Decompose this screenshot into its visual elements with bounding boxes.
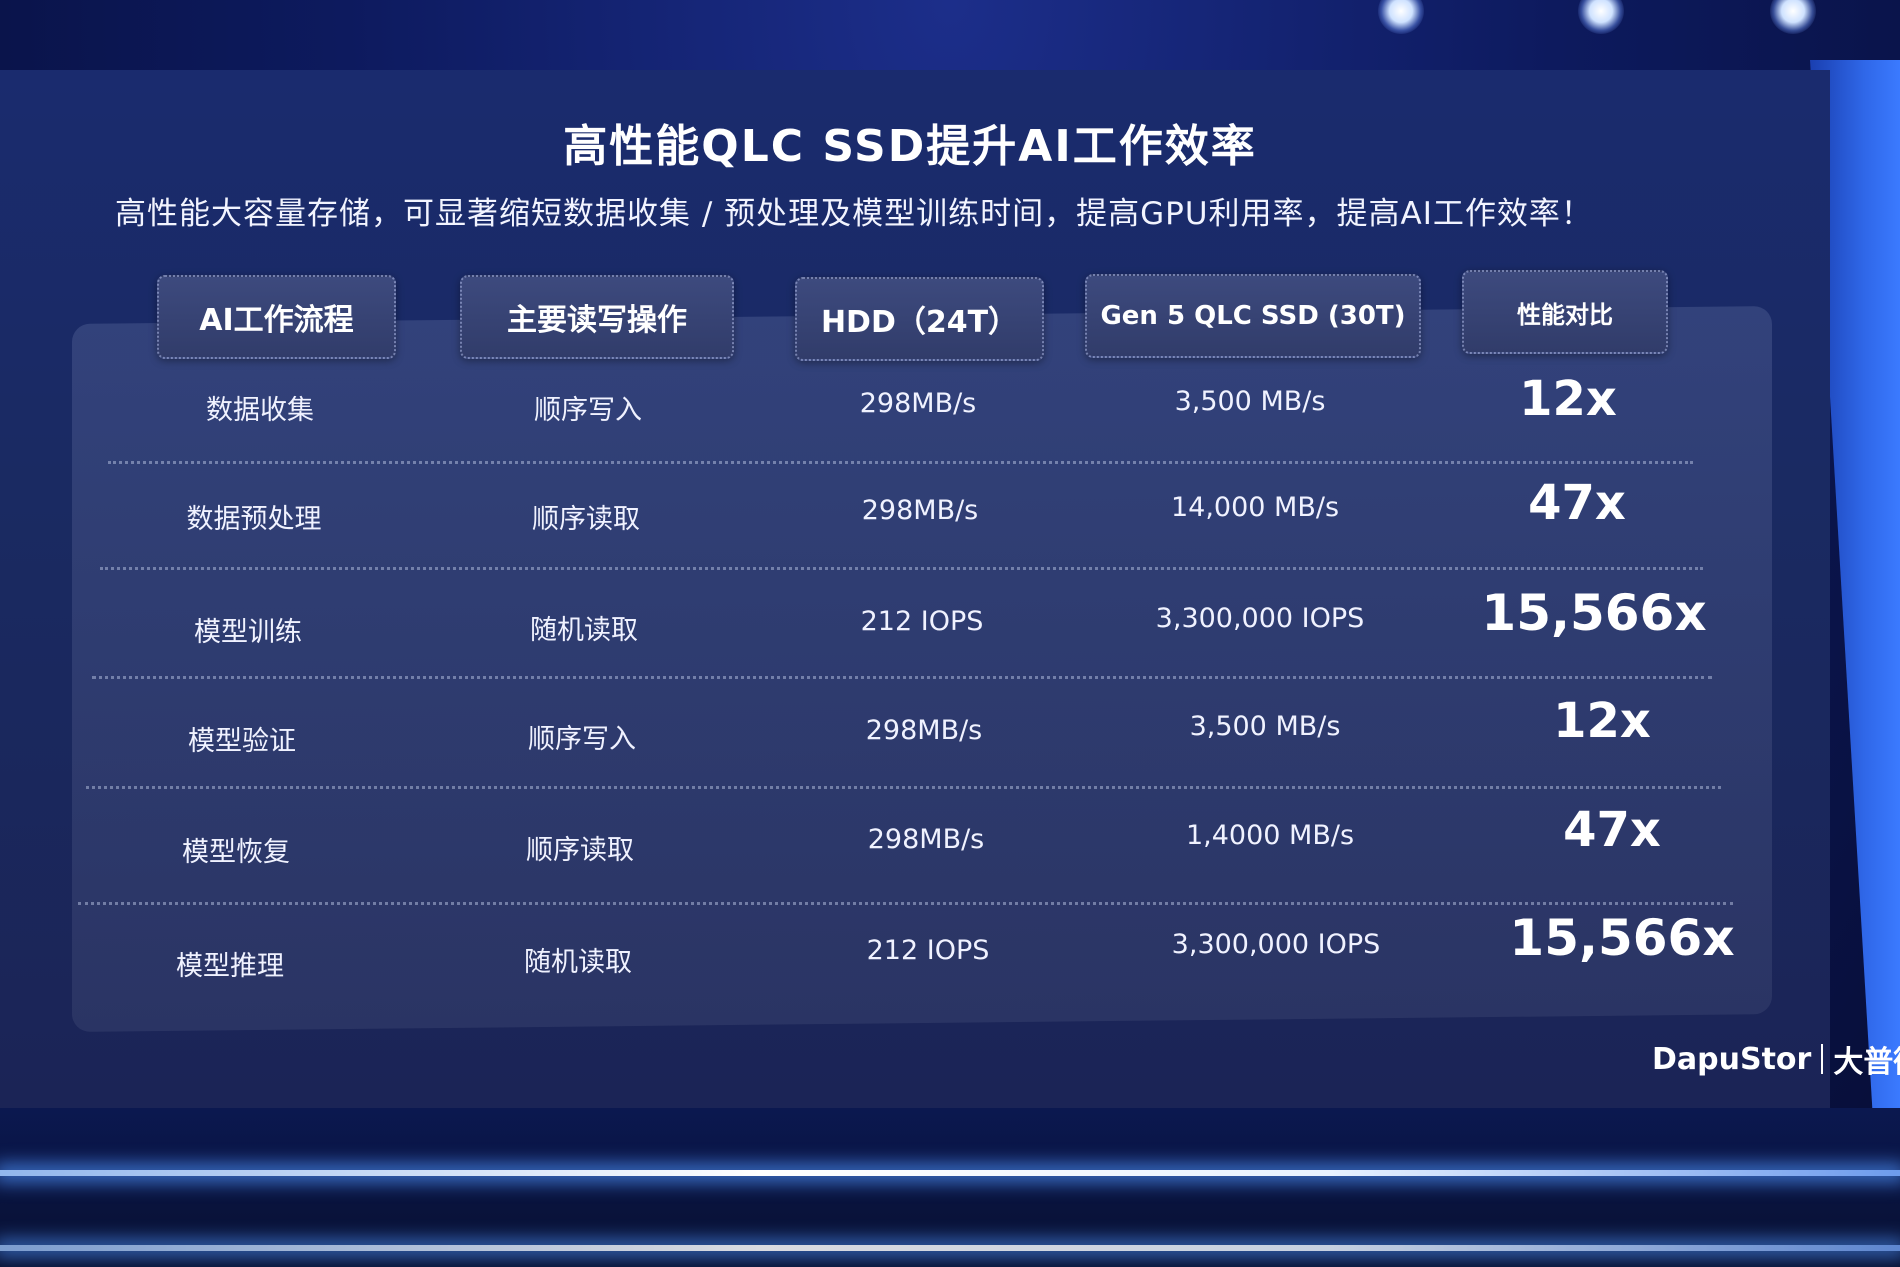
cell-operation: 随机读取 [524, 947, 632, 978]
slide-title: 高性能QLC SSD提升AI工作效率 [563, 121, 1257, 172]
stage-light [1770, 0, 1816, 34]
stage-light [1578, 0, 1624, 34]
cell-workflow: 模型推理 [176, 951, 284, 982]
cell-hdd: 212 IOPS [860, 606, 984, 637]
header-workflow: AI工作流程 [157, 275, 396, 359]
cell-hdd: 298MB/s [865, 715, 983, 746]
cell-ratio: 15,566x [1481, 584, 1707, 642]
cell-operation: 顺序读取 [532, 504, 640, 535]
row-divider [100, 567, 1703, 570]
brand-logo: DapuStor 大普微 [1652, 1037, 1900, 1081]
cell-ssd: 3,500 MB/s [1174, 386, 1326, 417]
cell-operation: 顺序写入 [534, 395, 642, 426]
cell-ssd: 1,4000 MB/s [1185, 820, 1355, 851]
header-hdd: HDD（24T） [795, 277, 1044, 361]
stage-light-strip [0, 1170, 1900, 1176]
cell-hdd: 298MB/s [859, 388, 977, 419]
header-comparison: 性能对比 [1462, 270, 1668, 354]
cell-workflow: 模型恢复 [182, 837, 290, 868]
row-divider [92, 676, 1712, 679]
cell-ratio: 12x [1553, 693, 1651, 749]
cell-workflow: 模型训练 [194, 617, 302, 648]
cell-workflow: 模型验证 [188, 726, 296, 757]
cell-ssd: 3,500 MB/s [1189, 711, 1341, 742]
cell-ssd: 14,000 MB/s [1170, 492, 1340, 523]
cell-operation: 顺序读取 [526, 835, 634, 866]
cell-hdd: 212 IOPS [866, 935, 990, 966]
stage-floor [0, 1108, 1900, 1267]
cell-operation: 随机读取 [530, 615, 638, 646]
cell-ratio: 47x [1528, 475, 1626, 531]
cell-ratio: 47x [1563, 802, 1661, 858]
cell-ssd: 3,300,000 IOPS [1155, 603, 1365, 634]
cell-ssd: 3,300,000 IOPS [1171, 929, 1381, 960]
row-divider [78, 902, 1733, 905]
cell-ratio: 15,566x [1509, 909, 1735, 967]
header-ssd: Gen 5 QLC SSD (30T) [1085, 274, 1421, 358]
cell-hdd: 298MB/s [861, 495, 979, 526]
cell-workflow: 数据预处理 [186, 504, 322, 535]
row-divider [86, 786, 1721, 789]
slide-subtitle: 高性能大容量存储，可显著缩短数据收集 / 预处理及模型训练时间，提高GPU利用率… [115, 196, 1593, 232]
brand-name: DapuStor [1652, 1041, 1812, 1077]
brand-name-cn: 大普微 [1833, 1045, 1900, 1080]
cell-hdd: 298MB/s [867, 824, 985, 855]
header-operation: 主要读写操作 [460, 275, 734, 359]
cell-ratio: 12x [1519, 371, 1617, 427]
stage-light [1378, 0, 1424, 34]
stage-light-strip [0, 1245, 1900, 1251]
logo-separator [1821, 1044, 1824, 1074]
cell-operation: 顺序写入 [528, 724, 636, 755]
cell-workflow: 数据收集 [206, 395, 314, 426]
row-divider [108, 461, 1693, 464]
